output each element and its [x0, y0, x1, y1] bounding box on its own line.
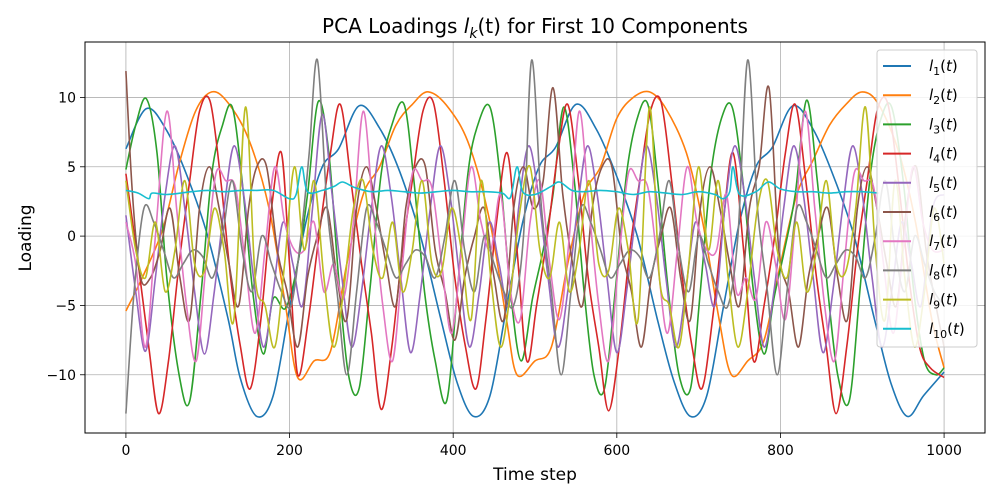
legend-label-l10: l10(t) — [929, 320, 965, 341]
legend-label-l8: l8(t) — [929, 261, 958, 282]
title-argument: (t) — [477, 14, 500, 38]
y-tick-label-0: −10 — [46, 368, 76, 384]
legend-label-l1: l1(t) — [929, 57, 958, 78]
legend: l1(t) l2(t) l3(t) l4(t) l5(t) l6(t) l7(t) l8(t)… — [876, 49, 978, 348]
x-axis-label: Time step — [492, 465, 577, 485]
legend-label-l2: l2(t) — [929, 86, 958, 107]
legend-label-l5: l5(t) — [929, 174, 958, 195]
y-tick-label-4: 10 — [58, 90, 76, 106]
series-line-l9 — [125, 106, 945, 349]
y-tick-label-2: 0 — [67, 229, 76, 245]
y-axis-label: Loading — [16, 204, 36, 271]
x-tick-label-1: 200 — [276, 443, 303, 459]
x-tick-label-5: 1000 — [926, 443, 962, 459]
y-tick-label-3: 5 — [67, 160, 76, 176]
legend-label-l3: l3(t) — [929, 115, 958, 136]
plot-frame — [84, 41, 986, 434]
legend-label-l9: l9(t) — [929, 291, 958, 312]
series-line-l3 — [125, 97, 945, 407]
legend-label-l6: l6(t) — [929, 203, 958, 224]
x-tick-label-4: 800 — [767, 443, 794, 459]
y-tick-label-1: −5 — [55, 298, 76, 314]
x-tick-label-0: 0 — [121, 443, 130, 459]
title-symbol: l — [464, 14, 470, 38]
legend-label-l4: l4(t) — [929, 145, 958, 166]
x-tick-label-3: 600 — [603, 443, 630, 459]
title-subscript: k — [469, 26, 478, 42]
x-tick-label-2: 400 — [440, 443, 467, 459]
series-line-l1 — [125, 103, 945, 418]
series-line-l8 — [125, 58, 945, 414]
series-line-l2 — [125, 90, 945, 381]
series-line-l5 — [125, 113, 945, 355]
series-line-l7 — [125, 110, 945, 363]
data-series — [125, 58, 945, 418]
axis-ticks: 0 200 400 600 800 1000 −10 −5 0 5 10 — [46, 90, 961, 459]
series-line-l10 — [125, 165, 879, 200]
title-suffix: for First 10 Components — [501, 14, 748, 38]
title-prefix: PCA Loadings — [322, 14, 464, 38]
legend-label-l7: l7(t) — [929, 232, 958, 253]
chart-title: PCA Loadings lk(t) for First 10 Componen… — [322, 14, 748, 42]
